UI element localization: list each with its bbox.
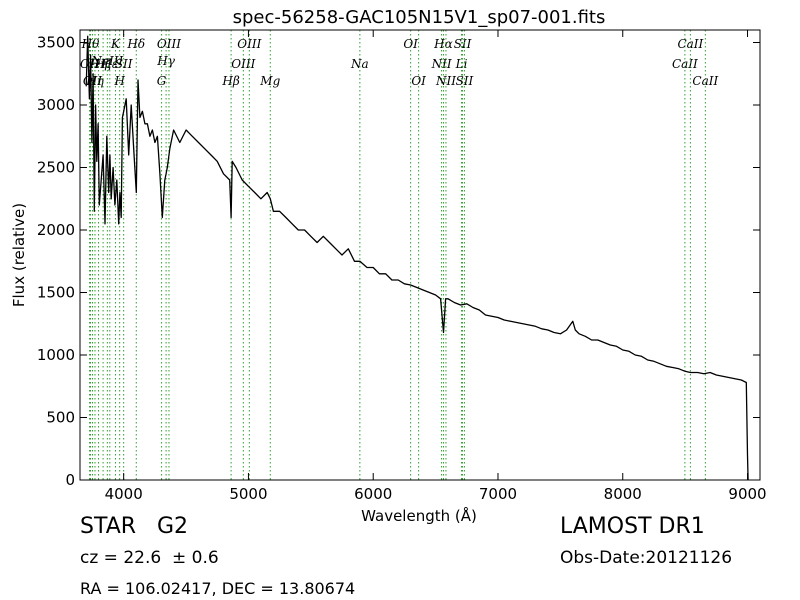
chart-title: spec-56258-GAC105N15V1_sp07-001.fits: [233, 7, 606, 28]
line-label-28: CaII: [672, 57, 698, 71]
line-label-27: SII: [456, 74, 474, 88]
y-tick-label-5: 2500: [37, 159, 75, 177]
line-label-19: Na: [350, 57, 369, 71]
line-label-29: CaII: [677, 37, 703, 51]
coordinates: RA = 106.02417, DEC = 13.80674: [80, 579, 356, 598]
line-label-5: Hζ: [94, 57, 113, 71]
line-label-25: Li: [455, 57, 468, 71]
y-tick-label-1: 500: [46, 409, 75, 427]
x-tick-label-2: 6000: [354, 485, 392, 503]
line-label-16: OIII: [231, 57, 255, 71]
line-label-18: Mg: [259, 74, 280, 88]
redshift-value: cz = 22.6 ± 0.6: [80, 548, 219, 568]
line-label-8: K: [110, 37, 121, 51]
line-label-10: SII: [115, 57, 133, 71]
line-label-12: G: [157, 74, 167, 88]
line-label-20: OI: [403, 37, 418, 51]
line-label-24: NII: [435, 74, 456, 88]
y-tick-label-2: 1000: [37, 346, 75, 364]
line-label-6: NeIII: [90, 54, 123, 68]
line-label-7: Hε: [100, 57, 118, 71]
line-label-15: Hβ: [221, 74, 239, 88]
x-tick-label-3: 7000: [479, 485, 517, 503]
line-label-30: CaII: [692, 74, 718, 88]
line-label-17: OIII: [237, 37, 261, 51]
line-label-11: Hδ: [126, 37, 145, 51]
line-label-23: Hα: [433, 37, 453, 51]
x-tick-label-5: 9000: [728, 485, 766, 503]
y-tick-label-0: 0: [65, 471, 75, 489]
x-tick-label-4: 8000: [604, 485, 642, 503]
x-axis-label: Wavelength (Å): [361, 506, 477, 525]
observation-date: Obs-Date:20121126: [560, 548, 733, 568]
y-tick-label-6: 3000: [37, 96, 75, 114]
line-label-14: OIII: [157, 37, 181, 51]
y-tick-label-7: 3500: [37, 34, 75, 52]
spectrum-series: [85, 35, 749, 481]
y-axis-label: Flux (relative): [10, 203, 28, 307]
axis-ticks: 4000 5000 6000 7000 8000 9000 0 500 1000 1500 2000…: [37, 30, 767, 503]
line-label-3: Hη: [85, 74, 104, 88]
line-label-26: SII: [454, 37, 472, 51]
y-tick-label-3: 1500: [37, 284, 75, 302]
y-tick-label-4: 2000: [37, 221, 75, 239]
line-label-22: NII: [431, 57, 452, 71]
x-tick-label-1: 5000: [229, 485, 267, 503]
x-tick-label-0: 4000: [105, 485, 143, 503]
spectral-line-markers: OIIHθOIIHηHηHζNeIIIHεKHSIIHδGHγOIIIHβOII…: [80, 30, 719, 480]
object-subclass: G2: [157, 514, 189, 539]
spectrum-line: [85, 35, 749, 481]
line-label-13: Hγ: [156, 54, 175, 68]
object-class: STAR: [80, 514, 137, 539]
line-label-1: Hθ: [81, 37, 100, 51]
plot-frame: [79, 29, 761, 481]
survey-name: LAMOST DR1: [560, 514, 705, 539]
line-label-9: H: [113, 74, 125, 88]
line-label-21: OI: [411, 74, 426, 88]
